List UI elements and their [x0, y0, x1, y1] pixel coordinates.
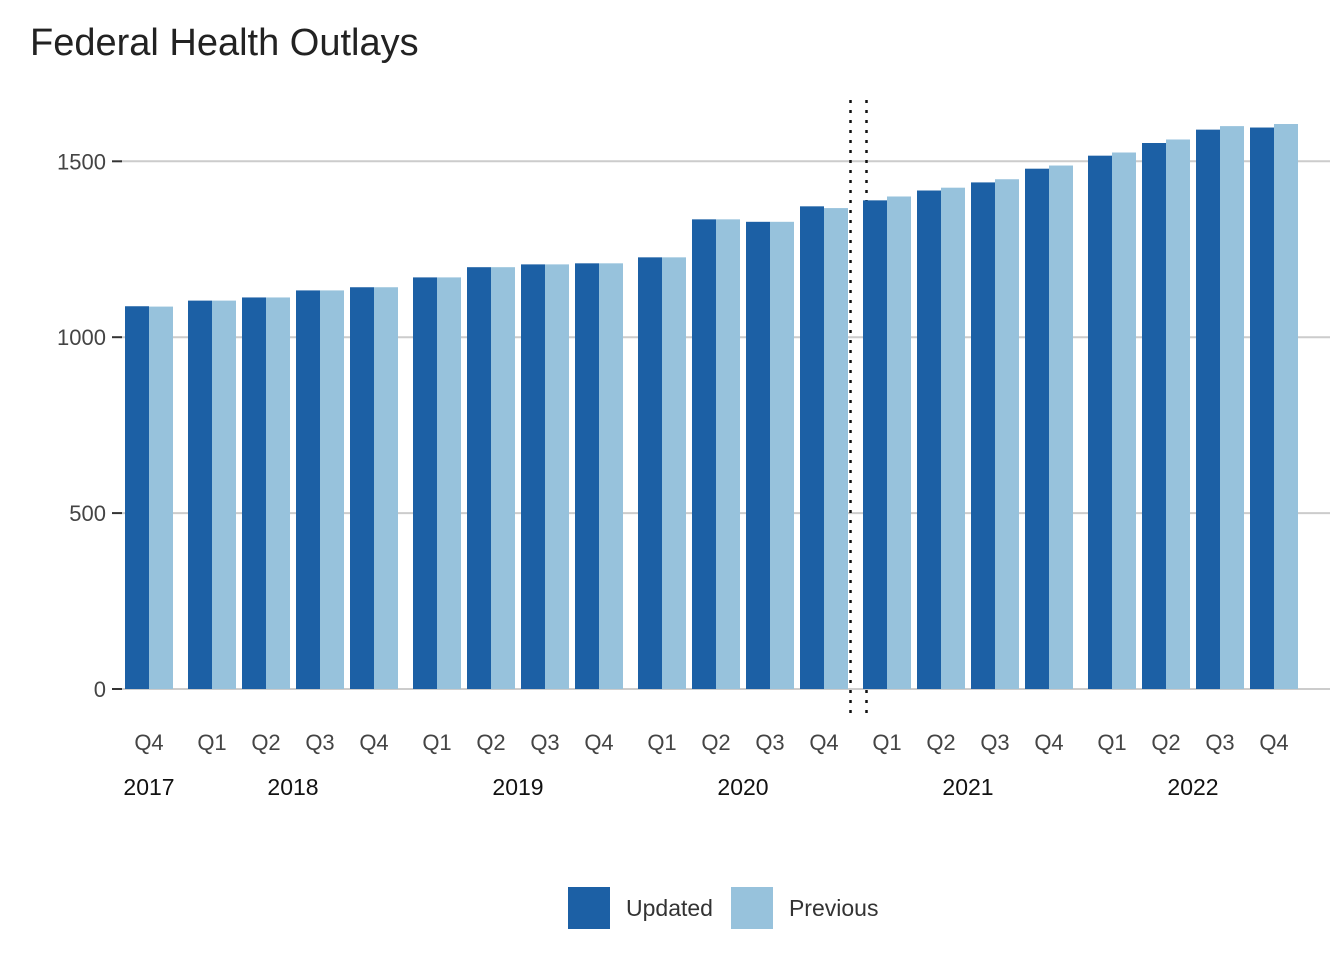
bar-previous-2021-Q4 [1049, 165, 1073, 689]
bar-updated-2019-Q1 [413, 277, 437, 689]
bar-updated-2020-Q4 [800, 206, 824, 690]
bar-previous-2019-Q1 [437, 277, 461, 689]
bar-previous-2018-Q1 [212, 300, 236, 689]
legend-swatch-previous [730, 887, 773, 929]
x-tick-label-2022-Q1: Q1 [1097, 730, 1126, 755]
bar-previous-2022-Q3 [1220, 126, 1244, 690]
legend-item-previous: Previous [730, 887, 879, 929]
bar-updated-2018-Q3 [296, 290, 320, 689]
y-tick-label-1500: 1500 [57, 149, 106, 174]
bar-updated-2022-Q3 [1196, 129, 1220, 689]
x-tick-label-2019-Q2: Q2 [476, 730, 505, 755]
x-tick-label-2018-Q2: Q2 [251, 730, 280, 755]
x-tick-label-2018-Q4: Q4 [359, 730, 388, 755]
y-tick-label-0: 0 [94, 677, 106, 702]
year-label-2018: 2018 [267, 774, 318, 800]
bar-updated-2022-Q2 [1142, 143, 1166, 689]
bar-previous-2021-Q2 [941, 187, 965, 689]
bar-previous-2018-Q3 [320, 290, 344, 689]
bar-chart: 0 500 1000 1500 Q4 2017 Q1 Q2 Q3 Q4 2018 Q1 Q2 Q3 Q4 20… [57, 100, 1330, 800]
x-tick-label-2020-Q4: Q4 [809, 730, 838, 755]
bar-previous-2022-Q4 [1274, 124, 1298, 689]
legend-label-updated: Updated [626, 894, 713, 921]
bar-previous-2020-Q3 [770, 221, 794, 689]
bar-previous-2018-Q2 [266, 297, 290, 689]
bar-updated-2021-Q3 [971, 182, 995, 689]
bar-updated-2020-Q1 [638, 257, 662, 689]
bar-updated-2018-Q2 [242, 297, 266, 689]
bar-previous-2019-Q2 [491, 267, 515, 689]
legend-item-updated: Updated [568, 887, 713, 929]
x-tick-label-2018-Q3: Q3 [305, 730, 334, 755]
bar-updated-2022-Q1 [1088, 155, 1112, 689]
bar-previous-2021-Q3 [995, 179, 1019, 689]
bar-previous-2018-Q4 [374, 287, 398, 689]
bar-updated-2020-Q2 [692, 219, 716, 690]
year-label-2021: 2021 [942, 774, 993, 800]
bar-previous-2020-Q1 [662, 257, 686, 689]
bar-updated-2021-Q4 [1025, 168, 1049, 689]
legend: Updated Previous [568, 887, 896, 929]
chart-title: Federal Health Outlays [30, 22, 419, 64]
year-label-2022: 2022 [1167, 774, 1218, 800]
x-tick-label-2020-Q3: Q3 [755, 730, 784, 755]
bar-updated-2022-Q4 [1250, 127, 1274, 689]
x-tick-label-2019-Q4: Q4 [584, 730, 613, 755]
y-tick-label-1000: 1000 [57, 325, 106, 350]
y-tick-label-500: 500 [69, 501, 106, 526]
bar-previous-2022-Q1 [1112, 152, 1136, 689]
x-tick-label-2022-Q3: Q3 [1205, 730, 1234, 755]
x-tick-label-2019-Q3: Q3 [530, 730, 559, 755]
bar-updated-2019-Q4 [575, 263, 599, 689]
bar-updated-2019-Q2 [467, 267, 491, 689]
bar-previous-2020-Q2 [716, 219, 740, 690]
year-label-2020: 2020 [717, 774, 768, 800]
x-tick-label-2019-Q1: Q1 [422, 730, 451, 755]
bar-previous-2022-Q2 [1166, 139, 1190, 689]
bar-previous-2021-Q1 [887, 196, 911, 690]
x-tick-label-2022-Q4: Q4 [1259, 730, 1288, 755]
legend-label-previous: Previous [788, 894, 879, 921]
x-tick-label-2018-Q1: Q1 [197, 730, 226, 755]
year-label-2017: 2017 [123, 774, 174, 800]
bar-updated-2018-Q4 [350, 287, 374, 689]
bar-updated-2017-Q4 [125, 306, 149, 689]
bar-updated-2020-Q3 [746, 221, 770, 689]
x-tick-label-2020-Q1: Q1 [647, 730, 676, 755]
bar-updated-2019-Q3 [521, 264, 545, 689]
bar-updated-2021-Q1 [863, 200, 887, 689]
bar-updated-2018-Q1 [188, 300, 212, 689]
bar-previous-2017-Q4 [149, 306, 173, 689]
x-tick-label-2021-Q4: Q4 [1034, 730, 1063, 755]
x-tick-label-2017-Q4: Q4 [134, 730, 163, 755]
x-tick-label-2022-Q2: Q2 [1151, 730, 1180, 755]
bar-previous-2020-Q4 [824, 208, 848, 689]
year-label-2019: 2019 [492, 774, 543, 800]
x-tick-label-2021-Q2: Q2 [926, 730, 955, 755]
bar-previous-2019-Q4 [599, 263, 623, 689]
x-tick-label-2021-Q3: Q3 [980, 730, 1009, 755]
legend-swatch-updated [568, 887, 610, 929]
bar-previous-2019-Q3 [545, 264, 569, 689]
x-tick-label-2021-Q1: Q1 [872, 730, 901, 755]
x-tick-label-2020-Q2: Q2 [701, 730, 730, 755]
bar-updated-2021-Q2 [917, 190, 941, 690]
